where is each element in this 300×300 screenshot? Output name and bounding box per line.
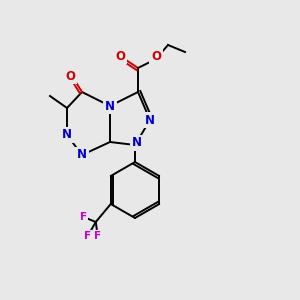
Text: N: N — [145, 113, 155, 127]
Text: N: N — [77, 148, 87, 161]
Text: N: N — [62, 128, 72, 142]
Text: F: F — [94, 231, 101, 241]
Text: F: F — [80, 212, 87, 222]
Text: O: O — [65, 70, 75, 83]
Text: O: O — [115, 50, 125, 62]
Text: F: F — [84, 231, 91, 241]
Text: O: O — [151, 50, 161, 64]
Text: N: N — [132, 136, 142, 149]
Text: N: N — [105, 100, 115, 112]
